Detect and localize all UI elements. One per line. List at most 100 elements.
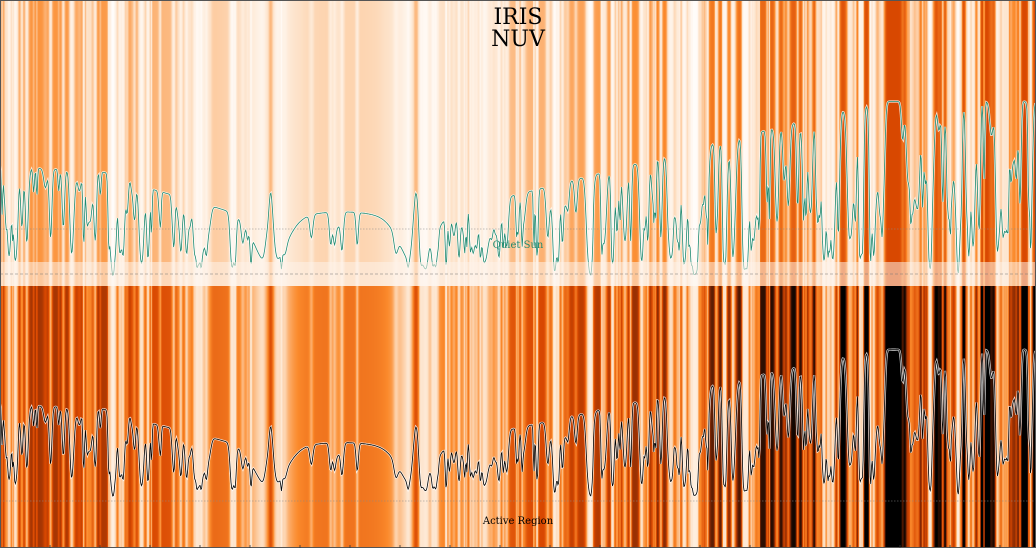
spectrum-stripe	[457, 0, 459, 286]
spectrum-stripe	[507, 0, 509, 286]
spectrum-stripe	[912, 0, 914, 286]
spectrum-stripe	[242, 286, 244, 548]
spectrum-stripe	[211, 286, 213, 548]
spectrum-stripe	[190, 0, 192, 286]
spectrum-stripe	[634, 0, 636, 286]
spectrum-stripe	[364, 0, 366, 286]
spectrum-stripe	[374, 286, 376, 548]
spectrum-stripe	[463, 0, 465, 286]
spectrum-stripe	[821, 0, 823, 286]
spectrum-stripe	[84, 0, 86, 286]
spectrum-stripe	[607, 0, 609, 286]
spectrum-stripe	[485, 0, 487, 286]
spectrum-stripe	[813, 286, 815, 548]
spectrum-stripe	[849, 286, 851, 548]
spectrum-stripe	[590, 0, 592, 286]
spectrum-stripe	[886, 286, 888, 548]
spectrum-stripe	[24, 286, 26, 548]
spectrum-stripe	[701, 286, 703, 548]
spectrum-stripe	[542, 0, 544, 286]
spectrum-stripe	[29, 0, 31, 286]
spectrum-stripe	[354, 286, 356, 548]
spectrum-stripe	[323, 0, 325, 286]
spectrum-stripe	[219, 286, 221, 548]
spectrum-stripe	[984, 286, 986, 548]
spectrum-stripe	[890, 0, 892, 286]
spectrum-stripe	[308, 0, 310, 286]
spectrum-stripe	[52, 0, 54, 286]
spectrum-stripe	[282, 286, 284, 548]
spectrum-stripe	[422, 286, 424, 548]
spectrum-stripe	[585, 286, 587, 548]
spectrum-stripe	[182, 286, 184, 548]
spectrum-stripe	[784, 286, 786, 548]
spectrum-stripe	[233, 0, 235, 286]
spectrum-stripe	[88, 0, 90, 286]
spectrum-stripe	[703, 286, 705, 548]
spectrum-stripe	[890, 286, 892, 548]
spectrum-stripe	[497, 286, 499, 548]
spectrum-stripe	[755, 286, 757, 548]
spectrum-stripe	[393, 0, 395, 286]
spectrum-stripe	[41, 0, 43, 286]
spectrum-stripe	[777, 0, 779, 286]
spectrum-stripe	[824, 0, 826, 286]
spectrum-stripe	[201, 286, 203, 548]
spectrum-stripe	[758, 286, 760, 548]
spectrum-stripe	[499, 0, 501, 286]
spectrum-stripe	[144, 0, 146, 286]
spectrum-stripe	[678, 286, 680, 548]
spectrum-stripe	[115, 286, 117, 548]
spectrum-stripe	[381, 0, 383, 286]
spectrum-stripe	[224, 0, 226, 286]
spectrum-stripe	[222, 286, 224, 548]
spectrum-stripe	[521, 286, 523, 548]
spectrum-stripe	[444, 0, 446, 286]
spectrum-stripe	[162, 286, 164, 548]
spectrum-stripe	[732, 0, 734, 286]
spectrum-stripe	[51, 0, 53, 286]
spectrum-stripe	[400, 286, 402, 548]
spectrum-stripe	[491, 0, 493, 286]
spectrum-stripe	[660, 286, 662, 548]
spectrum-stripe	[993, 286, 995, 548]
spectrum-stripe	[314, 0, 316, 286]
spectrum-stripe	[459, 0, 461, 286]
spectrum-stripe	[937, 286, 939, 548]
spectrum-stripe	[277, 286, 279, 548]
spectrum-stripe	[918, 0, 920, 286]
spectrum-stripe	[533, 0, 535, 286]
spectrum-stripe	[692, 0, 694, 286]
spectrum-stripe	[834, 286, 836, 548]
spectrum-stripe	[329, 0, 331, 286]
spectrum-stripe	[540, 0, 542, 286]
spectrum-stripe	[576, 286, 578, 548]
spectrum-stripe	[196, 0, 198, 286]
spectrum-stripe	[412, 0, 414, 286]
spectrum-stripe	[435, 0, 437, 286]
spectrum-stripe	[744, 0, 746, 286]
spectrum-stripe	[62, 286, 64, 548]
spectrum-stripe	[153, 0, 155, 286]
spectrum-stripe	[880, 0, 882, 286]
spectrum-stripe	[243, 0, 245, 286]
spectrum-stripe	[131, 0, 133, 286]
spectrum-stripe	[591, 0, 593, 286]
spectrum-stripe	[464, 0, 466, 286]
spectrum-stripe	[376, 0, 378, 286]
spectrum-stripe	[213, 0, 215, 286]
spectrum-stripe	[690, 286, 692, 548]
spectrum-stripe	[134, 286, 136, 548]
spectrum-stripe	[698, 286, 700, 548]
spectrum-stripe	[566, 286, 568, 548]
spectrum-stripe	[538, 286, 540, 548]
spectrum-stripe	[683, 286, 685, 548]
spectrum-stripe	[398, 0, 400, 286]
spectrum-stripe	[163, 286, 165, 548]
spectrum-stripe	[668, 0, 670, 286]
spectrum-stripe	[157, 286, 159, 548]
spectrum-stripe	[836, 286, 838, 548]
spectrum-stripe	[42, 286, 44, 548]
spectrum-stripe	[135, 286, 137, 548]
spectrum-stripe	[307, 0, 309, 286]
